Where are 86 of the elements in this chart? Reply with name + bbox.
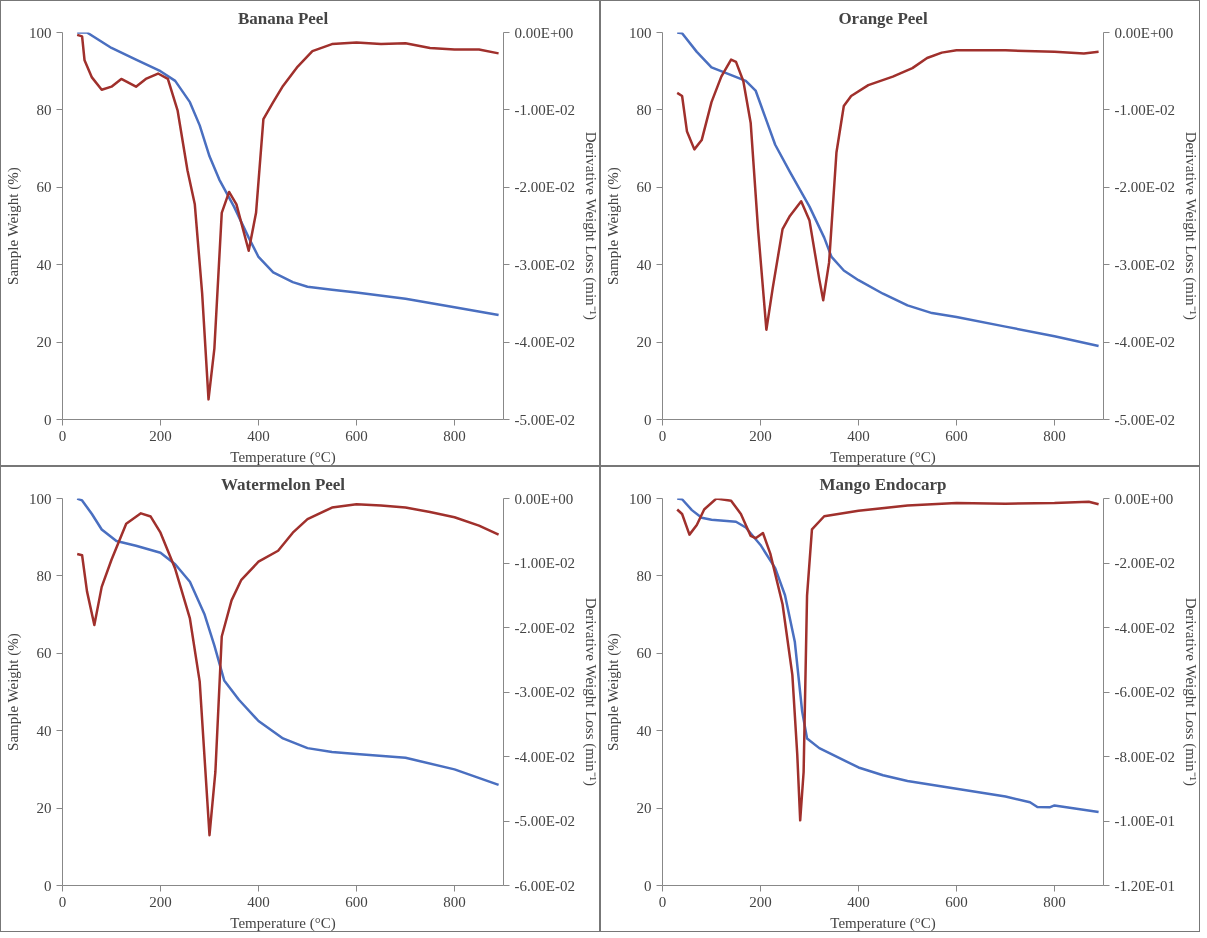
y-tick-label: 60 [636,645,652,662]
y2-tick-label: 0.00E+00 [514,24,574,41]
y-tick-label: 40 [636,256,652,273]
x-tick-label: 0 [658,427,667,444]
y-tick-label: 0 [644,411,652,428]
y-tick-label: 40 [636,722,652,739]
y2-tick-label: -4.00E-02 [514,748,575,765]
y2-tick-label: -2.00E-02 [514,619,575,636]
x-tick-label: 400 [247,427,270,444]
x-tick-label: 200 [749,893,772,910]
y-tick-label: 100 [29,490,52,507]
y2-tick-label: -5.00E-02 [514,411,575,428]
y-tick-label: 0 [644,877,652,894]
x-axis-title: Temperature (°C) [830,914,936,932]
y2-tick-label: -6.00E-02 [514,877,575,894]
y2-tick-label: -2.00E-02 [514,179,575,196]
x-tick-label: 600 [945,893,968,910]
y-tick-label: 100 [29,24,52,41]
y2-tick-label: -4.00E-02 [514,334,575,351]
y-tick-label: 0 [44,411,52,428]
y-tick-label: 80 [636,567,652,584]
x-axis-title: Temperature (°C) [230,914,336,932]
y2-tick-label: -3.00E-02 [1114,256,1175,273]
y-tick-label: 40 [36,722,52,739]
y2-tick-label: -1.20E-01 [1114,877,1175,894]
x-tick-label: 0 [58,893,67,910]
y-tick-label: 100 [629,490,652,507]
chart-title: Orange Peel [838,8,928,28]
x-tick-label: 600 [345,427,368,444]
y2-tick-label: -2.00E-02 [1114,555,1175,571]
y-tick-label: 60 [36,645,52,662]
x-tick-label: 200 [149,427,172,444]
y-axis-title: Sample Weight (%) [605,167,622,285]
chart-title: Watermelon Peel [220,474,346,494]
y-axis-title: Sample Weight (%) [5,167,22,285]
y2-axis-title: Derivative Weight Loss (min⁻¹) [1181,597,1199,787]
x-tick-label: 600 [945,427,968,444]
y-tick-label: 20 [636,800,652,817]
y2-tick-label: -6.00E-02 [1114,684,1175,700]
y2-tick-label: -5.00E-02 [1114,411,1175,428]
x-axis-title: Temperature (°C) [830,448,936,466]
y2-axis-title: Derivative Weight Loss (min⁻¹) [581,131,599,321]
y2-tick-label: -1.00E-02 [514,555,575,571]
y2-axis-title: Derivative Weight Loss (min⁻¹) [1181,131,1199,321]
y-tick-label: 20 [36,334,52,351]
y-tick-label: 100 [629,24,652,41]
x-axis-title: Temperature (°C) [230,448,336,466]
y-tick-label: 80 [636,101,652,118]
y-axis-title: Sample Weight (%) [5,633,22,751]
y-tick-label: 20 [36,800,52,817]
chart-title: Banana Peel [237,8,329,28]
x-tick-label: 200 [149,893,172,910]
y2-tick-label: -1.00E-01 [1114,813,1175,829]
x-tick-label: 800 [1043,427,1066,444]
y2-tick-label: -3.00E-02 [514,684,575,700]
y-tick-label: 80 [36,567,52,584]
x-tick-label: 800 [1043,893,1066,910]
y2-tick-label: -5.00E-02 [514,813,575,829]
y2-tick-label: -4.00E-02 [1114,619,1175,636]
y2-tick-label: -4.00E-02 [1114,334,1175,351]
x-tick-label: 0 [658,893,667,910]
y2-tick-label: 0.00E+00 [514,490,574,507]
y2-axis-title: Derivative Weight Loss (min⁻¹) [581,597,599,787]
y2-tick-label: -8.00E-02 [1114,748,1175,765]
y2-tick-label: 0.00E+00 [1114,24,1174,41]
x-tick-label: 400 [847,893,870,910]
x-tick-label: 200 [749,427,772,444]
x-tick-label: 0 [58,427,67,444]
y-tick-label: 20 [636,334,652,351]
y-tick-label: 0 [44,877,52,894]
y2-tick-label: -3.00E-02 [514,256,575,273]
x-tick-label: 400 [847,427,870,444]
x-tick-label: 800 [443,427,466,444]
chart-title: Mango Endocarp [819,474,947,494]
y-tick-label: 60 [636,179,652,196]
x-tick-label: 600 [345,893,368,910]
x-tick-label: 800 [443,893,466,910]
y-tick-label: 40 [36,256,52,273]
y2-tick-label: -2.00E-02 [1114,179,1175,196]
x-tick-label: 400 [247,893,270,910]
y2-tick-label: 0.00E+00 [1114,490,1174,507]
y2-tick-label: -1.00E-02 [514,101,575,118]
y-tick-label: 60 [36,179,52,196]
y-tick-label: 80 [36,101,52,118]
y-axis-title: Sample Weight (%) [605,633,622,751]
y2-tick-label: -1.00E-02 [1114,101,1175,118]
